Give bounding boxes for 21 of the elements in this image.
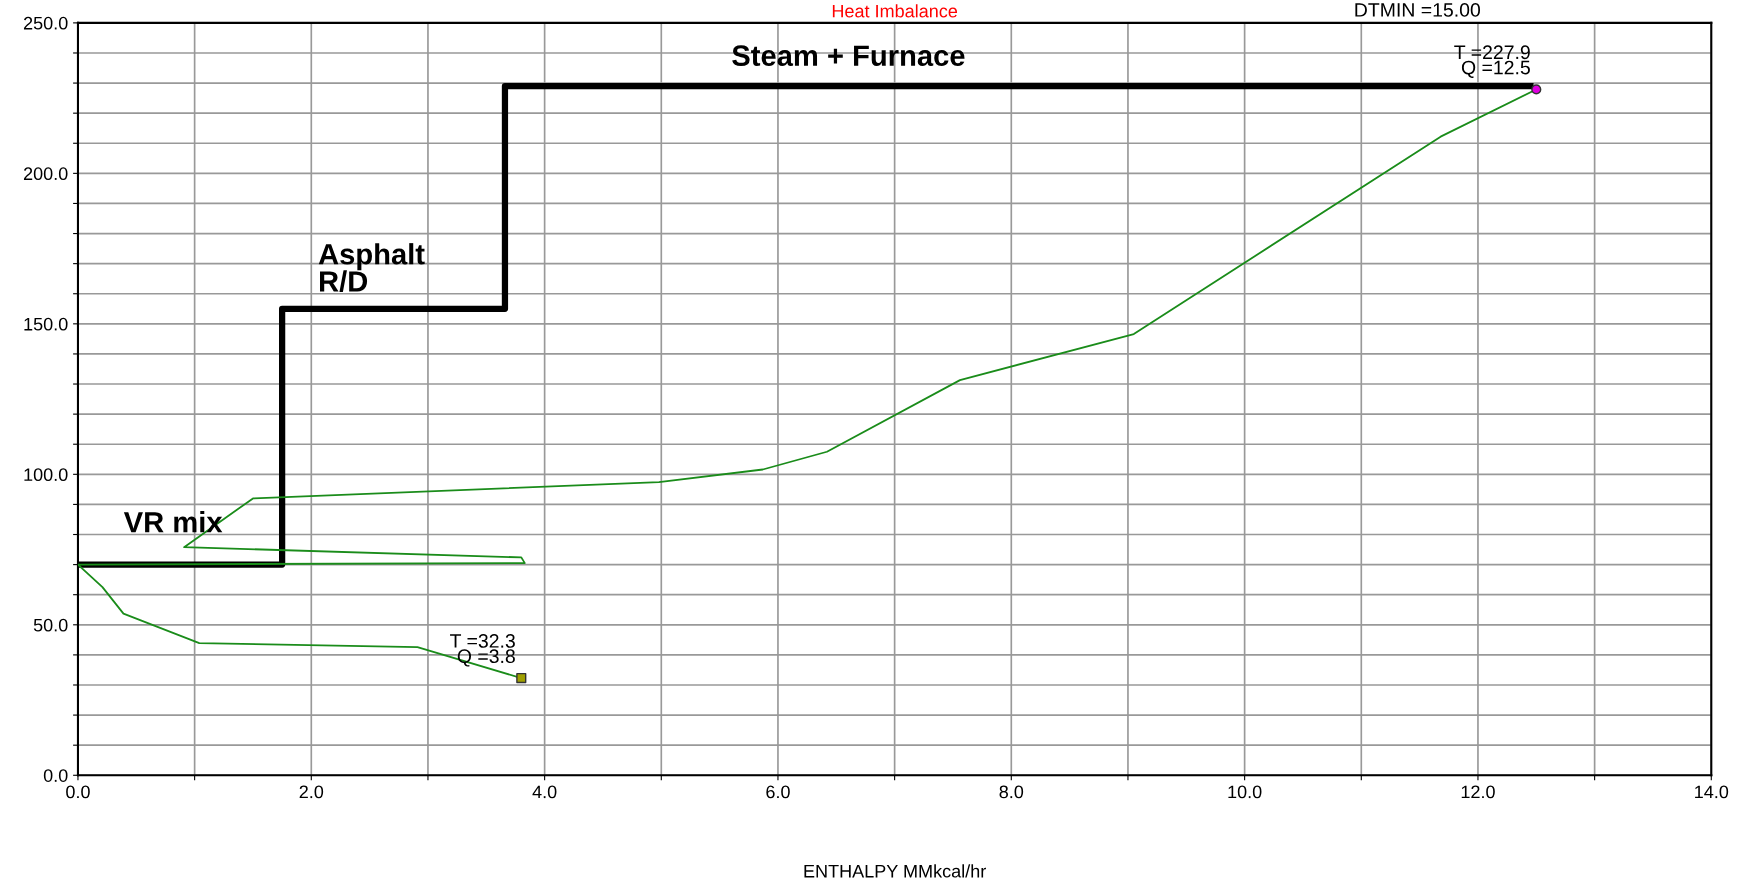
text: DTMIN =15.00	[1355, 3, 1481, 17]
annotation: T =227.9 Q =12.5	[1454, 45, 1530, 78]
y-tick-label: 0.0	[43, 769, 68, 782]
x-tick-label: 10.0	[1228, 785, 1262, 799]
x-tick-label: 4.0	[532, 785, 557, 799]
y-tick-label: 50.0	[33, 618, 68, 632]
x-tick-label: 6.0	[766, 785, 790, 799]
x-tick-label: 8.0	[999, 785, 1024, 799]
annotation: Steam + Furnace	[732, 45, 965, 67]
y-tick-label: 150.0	[24, 317, 68, 331]
x-axis-title: ENTHALPY MMkcal/hr	[804, 864, 986, 878]
y-tick-label: 200.0	[23, 167, 68, 181]
annotation: VR mix	[123, 511, 223, 533]
annotation: Asphalt R/D	[318, 243, 425, 293]
x-tick-label: 12.0	[1461, 785, 1495, 799]
x-tick-label: 2.0	[299, 785, 324, 799]
x-tick-label: 0.0	[66, 785, 90, 799]
y-tick-label: 250.0	[23, 16, 68, 30]
x-tick-label: 14.0	[1695, 785, 1729, 799]
chart-title: Heat Imbalance	[832, 4, 958, 18]
y-tick-label: 100.0	[24, 468, 68, 482]
